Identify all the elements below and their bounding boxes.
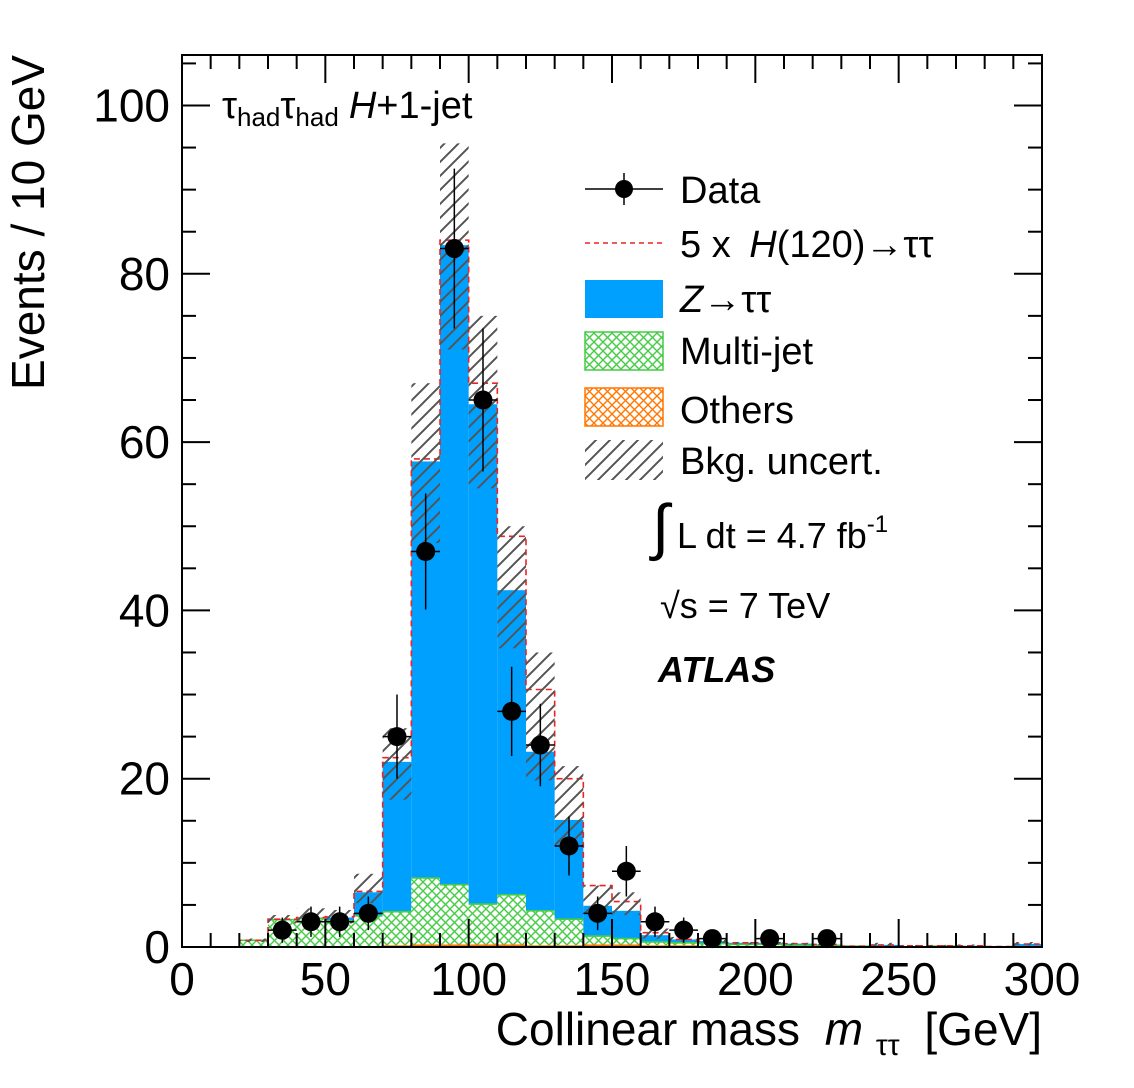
y-tick-label: 80 xyxy=(119,248,170,300)
uncertainty-band xyxy=(1013,941,1042,946)
x-axis-title-unit: [GeV] xyxy=(924,1003,1042,1055)
x-tick-label: 0 xyxy=(169,953,195,1005)
data-point xyxy=(411,493,440,610)
data-point xyxy=(296,906,326,937)
legend-data-marker xyxy=(615,180,633,198)
bar-multijet xyxy=(411,877,440,945)
bar-multijet xyxy=(726,944,756,947)
data-point xyxy=(669,917,698,943)
legend-ztt-swatch xyxy=(585,280,663,318)
bar-multijet xyxy=(468,904,498,945)
bar-multijet xyxy=(382,911,412,946)
bar-multijet xyxy=(497,894,526,945)
uncertainty-band xyxy=(870,942,899,947)
bar-multijet xyxy=(640,941,670,946)
legend-multijet-swatch xyxy=(584,331,664,371)
legend-uncert-swatch xyxy=(585,440,663,480)
legend-label-data: Data xyxy=(680,170,761,212)
data-point xyxy=(497,666,526,756)
uncertainty-band xyxy=(612,892,641,916)
data-point xyxy=(612,846,641,897)
bar-ztt xyxy=(612,910,641,939)
legend-entry-multijet: Multi-jet xyxy=(584,331,813,373)
legend-entry-signal: 5 x H(120)→ττ xyxy=(585,224,933,266)
data-point xyxy=(698,929,727,949)
bar-multijet xyxy=(612,938,641,945)
y-axis-title: Events / 10 GeV xyxy=(2,55,54,390)
x-tick-label: 50 xyxy=(300,953,351,1005)
bar-others xyxy=(497,944,526,947)
legend-label-uncert: Bkg. uncert. xyxy=(680,441,883,483)
channel-label: τhadτhad H+1-jet xyxy=(222,85,473,132)
uncertainty-band xyxy=(726,941,756,945)
y-tick-label: 0 xyxy=(144,921,170,973)
x-tick-label: 100 xyxy=(430,953,507,1005)
data-point xyxy=(812,929,842,949)
bar-others xyxy=(612,944,641,947)
data-point xyxy=(526,703,555,787)
data-point xyxy=(268,917,297,943)
uncertainty-band xyxy=(956,944,985,947)
bar-multijet xyxy=(583,936,612,945)
legend-label-others: Others xyxy=(680,390,794,432)
data-point xyxy=(583,896,612,931)
x-axis-title-text: Collinear mass xyxy=(496,1003,800,1055)
energy-label: √s = 7 TeV xyxy=(660,585,830,626)
data-point xyxy=(554,816,584,876)
data-point xyxy=(354,896,383,931)
uncertainty-band xyxy=(497,526,526,649)
legend: Data 5 x H(120)→ττ Z→ττ Multi-jet Others… xyxy=(584,170,933,483)
data-point xyxy=(382,694,412,779)
x-axis-title-sub: ττ xyxy=(876,1029,900,1062)
uncertainty-band xyxy=(927,944,956,947)
y-tick-label: 100 xyxy=(93,79,170,131)
legend-others-swatch xyxy=(584,387,664,427)
y-tick-label: 60 xyxy=(119,416,170,468)
x-tick-label: 300 xyxy=(1004,953,1081,1005)
x-tick-label: 250 xyxy=(860,953,937,1005)
data-point xyxy=(640,906,670,937)
legend-entry-data: Data xyxy=(585,170,761,212)
x-axis-title: Collinear mass m ττ [GeV] xyxy=(496,1003,1042,1065)
bar-ztt xyxy=(440,245,469,885)
data-point xyxy=(440,168,469,329)
uncertainty-band xyxy=(898,944,928,947)
x-tick-label: 150 xyxy=(574,953,651,1005)
data-point xyxy=(755,929,784,949)
bar-multijet xyxy=(440,884,469,945)
bar-multijet xyxy=(526,910,555,946)
bar-multijet xyxy=(239,940,268,947)
legend-entry-others: Others xyxy=(584,387,794,432)
bar-others xyxy=(583,944,612,947)
bar-multijet xyxy=(554,919,584,946)
x-tick-label: 200 xyxy=(717,953,794,1005)
x-axis-title-var: m xyxy=(825,1003,863,1055)
y-tick-label: 20 xyxy=(119,753,170,805)
legend-entry-uncert: Bkg. uncert. xyxy=(585,440,883,483)
data-point xyxy=(325,906,354,937)
y-tick-label: 40 xyxy=(119,584,170,636)
atlas-label: ATLAS xyxy=(657,649,775,690)
legend-label-multijet: Multi-jet xyxy=(680,331,813,373)
bar-others xyxy=(411,944,440,947)
luminosity-label: ∫ L dt = 4.7 fb-1 xyxy=(649,493,888,562)
bar-others xyxy=(440,944,469,947)
uncertainty-band xyxy=(784,942,813,946)
bar-others xyxy=(468,944,498,947)
bar-multijet xyxy=(669,942,698,946)
data-point xyxy=(468,328,498,472)
uncertainty-band xyxy=(239,938,268,942)
legend-label-signal: 5 x H(120)→ττ xyxy=(680,224,933,266)
legend-label-ztt: Z→ττ xyxy=(679,279,771,321)
legend-entry-ztt: Z→ττ xyxy=(585,279,771,321)
